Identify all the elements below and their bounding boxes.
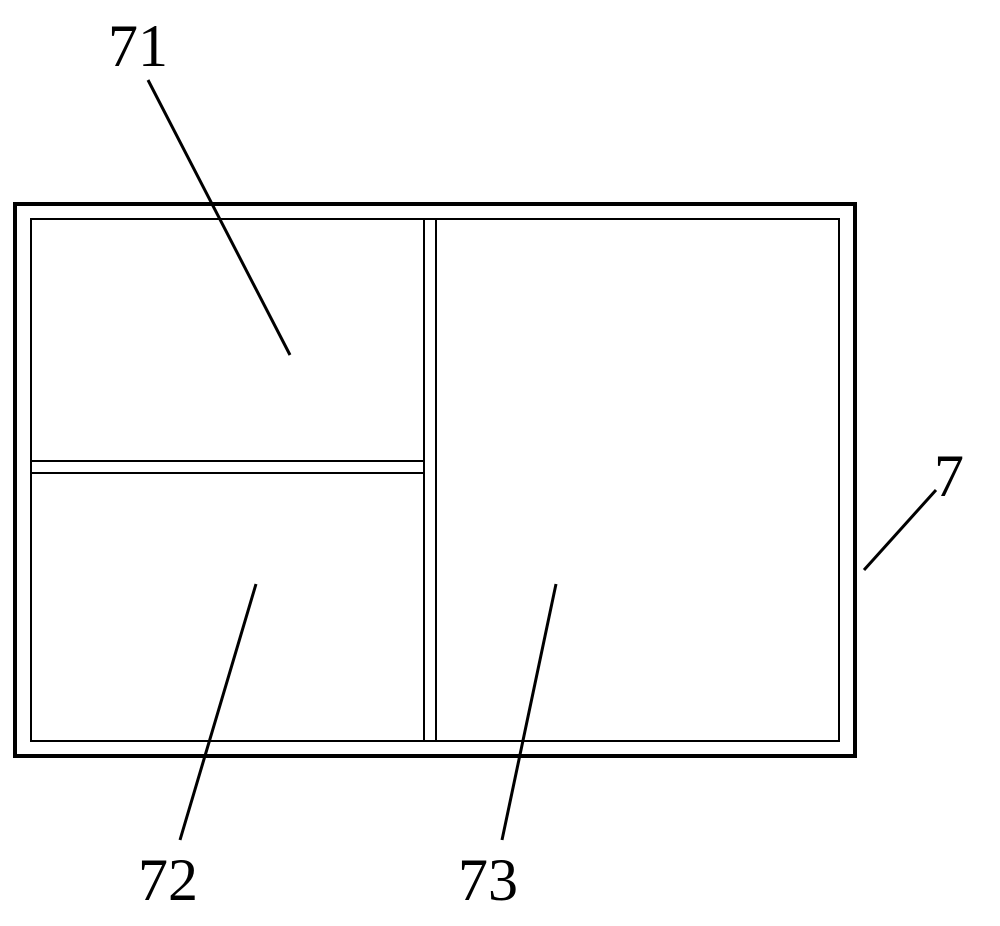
label-71: 71	[108, 12, 168, 81]
diagram-container: 71 72 73 7	[0, 0, 1000, 926]
label-7: 7	[934, 442, 964, 511]
horizontal-divider	[30, 460, 423, 474]
label-73: 73	[458, 846, 518, 915]
label-72: 72	[138, 846, 198, 915]
leader-7	[864, 490, 936, 570]
vertical-divider	[423, 218, 437, 742]
